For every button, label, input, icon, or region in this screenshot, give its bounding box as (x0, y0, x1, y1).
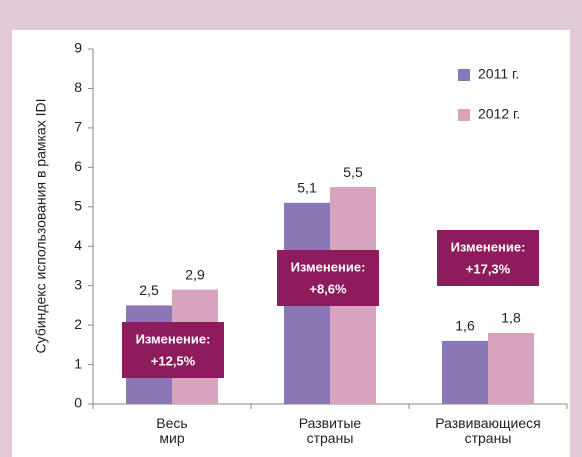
annotation-label: Изменение: (136, 331, 211, 346)
y-axis-label: Субиндекс использования в рамках IDI (33, 99, 49, 354)
y-tick-label: 3 (74, 276, 82, 292)
value-label: 1,6 (455, 318, 475, 334)
y-tick-label: 7 (74, 119, 82, 135)
annotation-box (122, 322, 224, 378)
y-tick-label: 9 (74, 40, 82, 56)
value-label: 5,5 (343, 164, 363, 180)
annotation-label: Изменение: (291, 259, 366, 274)
annotation-value: +8,6% (309, 281, 347, 296)
y-tick-label: 6 (74, 158, 82, 174)
y-tick-label: 4 (74, 237, 82, 253)
y-tick-label: 2 (74, 316, 82, 332)
legend-label: 2011 г. (478, 66, 519, 82)
value-label: 5,1 (297, 180, 317, 196)
legend-swatch (458, 109, 470, 121)
bar (488, 333, 534, 404)
bar (442, 340, 488, 404)
y-tick-label: 1 (74, 355, 82, 371)
value-label: 1,8 (501, 310, 521, 326)
x-tick-label: Весь мир (156, 415, 187, 446)
value-label: 2,9 (185, 266, 205, 282)
annotation-box (277, 250, 379, 306)
annotation-label: Изменение: (451, 239, 526, 254)
annotation-value: +12,5% (151, 353, 196, 368)
y-tick-label: 0 (74, 395, 82, 411)
legend-label: 2012 г. (478, 106, 520, 122)
annotation-value: +17,3% (466, 261, 511, 276)
y-tick-label: 5 (74, 197, 82, 213)
annotation-box (437, 230, 539, 286)
value-label: 2,5 (139, 282, 159, 298)
x-tick-label: Развивающиеся страны (435, 415, 540, 446)
y-tick-label: 8 (74, 79, 82, 95)
legend-swatch (458, 69, 470, 81)
x-tick-label: Развитые страны (299, 415, 362, 446)
